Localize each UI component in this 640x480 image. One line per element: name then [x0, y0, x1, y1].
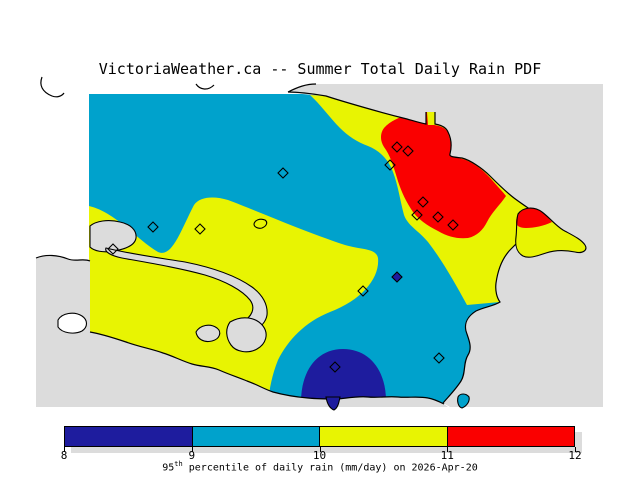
caption-superscript: th — [174, 460, 183, 468]
station-diamond-icon — [391, 141, 403, 153]
island-east-foot — [515, 207, 587, 258]
colorbar-segment-9-10 — [191, 427, 319, 446]
station-diamond-icon — [432, 211, 444, 223]
station-diamond-icon — [402, 145, 414, 157]
land-east — [288, 84, 603, 407]
station-diamond-icon — [391, 271, 403, 283]
station-diamond-icon — [417, 196, 429, 208]
colorbar-tick — [575, 447, 576, 452]
contour-region-11-12 — [381, 112, 506, 239]
colorbar-segment-11-12 — [446, 427, 574, 446]
lake-west — [57, 312, 88, 334]
page-title: VictoriaWeather.ca -- Summer Total Daily… — [98, 60, 542, 78]
station-diamond-icon — [147, 221, 159, 233]
bay-arc — [40, 76, 65, 98]
station-diamond-icon — [411, 209, 423, 221]
station-markers — [107, 141, 459, 373]
navy-bay-tail — [325, 396, 341, 411]
land-south — [36, 255, 448, 407]
islet-cyan — [457, 393, 470, 409]
colorbar-tick — [64, 447, 65, 452]
colorbar-segment-10-11 — [319, 427, 447, 446]
island-west — [89, 220, 137, 253]
islet-yellow — [253, 218, 268, 229]
colorbar-tick — [319, 447, 321, 452]
colorbar — [64, 426, 575, 447]
coast-squiggle — [195, 83, 215, 90]
colorbar-tick-label: 12 — [568, 449, 582, 462]
station-diamond-icon — [107, 243, 119, 255]
colorbar-segment-8-9 — [65, 427, 192, 446]
station-diamond-icon — [277, 167, 289, 179]
contour-region-8-9 — [301, 349, 386, 404]
colorbar-tick-label: 11 — [440, 449, 454, 462]
colorbar-tick-label: 8 — [60, 449, 68, 462]
harbour-blob-small — [195, 324, 221, 343]
station-diamond-icon — [384, 159, 396, 171]
harbour-blob-large — [226, 317, 267, 353]
colorbar-tick — [191, 447, 193, 452]
station-diamond-icon — [433, 352, 445, 364]
station-diamond-icon — [447, 219, 459, 231]
colorbar-tick-label: 9 — [188, 449, 196, 462]
station-diamond-icon — [329, 361, 341, 373]
colorbar-caption: 95th percentile of daily rain (mm/day) o… — [162, 460, 478, 474]
station-diamond-icon — [357, 285, 369, 297]
colorbar-tick-label: 10 — [312, 449, 327, 462]
colorbar-tick — [447, 447, 449, 452]
inner-land-features — [57, 218, 470, 411]
coastline — [35, 76, 541, 405]
station-diamond-icon — [194, 223, 206, 235]
